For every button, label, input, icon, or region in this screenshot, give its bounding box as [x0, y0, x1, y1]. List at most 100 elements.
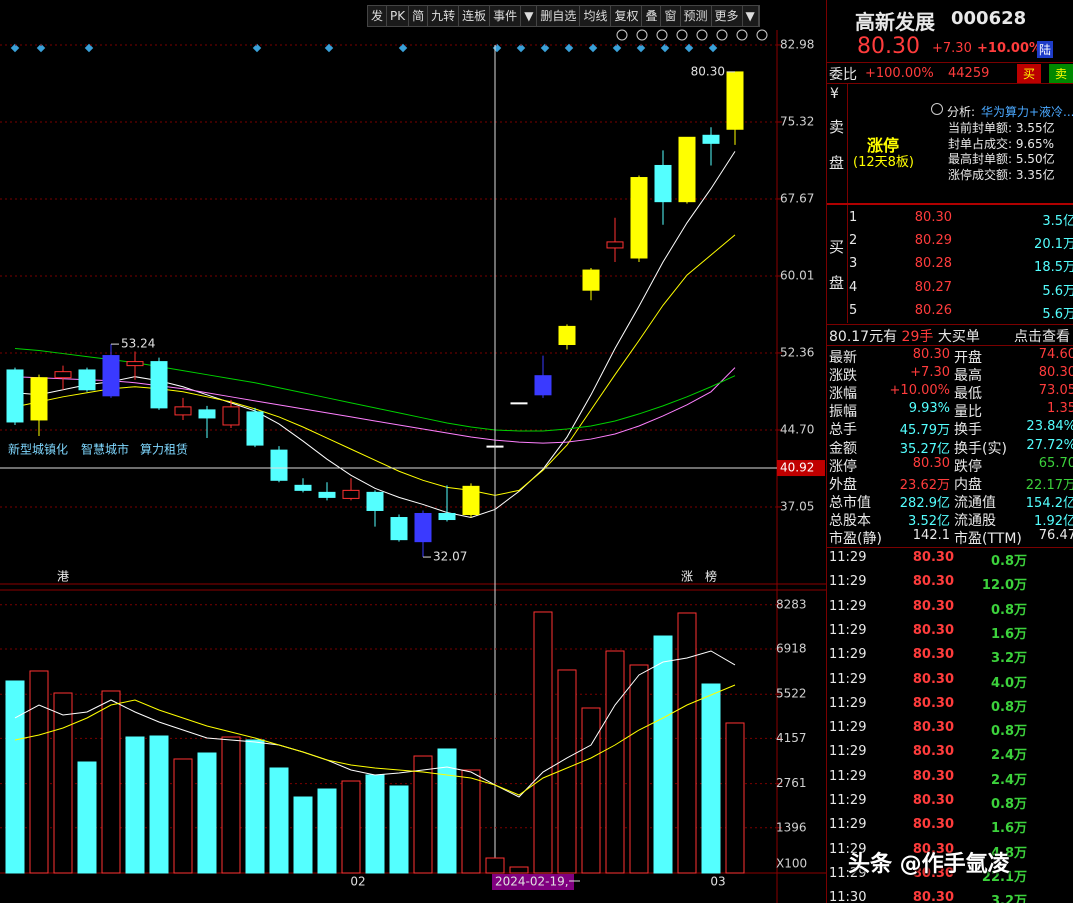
- toolbar-button[interactable]: 复权: [611, 6, 643, 26]
- icon[interactable]: [656, 29, 668, 41]
- stat-value: 65.70: [1038, 455, 1073, 471]
- stock-code: 000628: [951, 8, 1027, 29]
- unit-label: X100: [776, 857, 807, 871]
- toolbar-button[interactable]: ▼: [743, 6, 759, 26]
- trade-volume: 2.4万: [990, 772, 1027, 788]
- toolbar-button[interactable]: 均线: [580, 6, 612, 26]
- y-tick-label: 5522: [776, 687, 807, 701]
- cursor-value: 40.92: [780, 461, 814, 475]
- stat-value: +10.00%: [889, 383, 950, 399]
- icon[interactable]: [636, 29, 648, 41]
- stat-label: 流通股: [954, 512, 996, 529]
- level: 3: [849, 256, 858, 272]
- bid-price: 80.28: [914, 256, 952, 272]
- toolbar-button[interactable]: 九转: [428, 6, 460, 26]
- volume-bar: [29, 670, 49, 874]
- candle-body: [582, 269, 600, 291]
- volume-bar: [197, 752, 217, 874]
- volume-bar: [293, 796, 313, 874]
- candle-body: [126, 361, 144, 367]
- volume-bar: [269, 767, 289, 874]
- icon[interactable]: [676, 29, 688, 41]
- trade-time: 11:30: [829, 890, 867, 903]
- toolbar-button[interactable]: 事件: [490, 6, 522, 26]
- volume-bar: [341, 780, 361, 874]
- volume-bar: [149, 735, 169, 874]
- y-tick-label: 1396: [776, 820, 807, 834]
- stat-label: 总股本: [829, 512, 871, 529]
- stat-label: 市盈(TTM): [954, 531, 1022, 547]
- bid-volume: 18.5万: [1034, 260, 1073, 276]
- buy-button[interactable]: 买: [1017, 64, 1042, 83]
- trade-volume: 4.0万: [990, 675, 1027, 691]
- sell-button[interactable]: 卖: [1049, 64, 1073, 83]
- stat-value: 80.30: [1038, 365, 1073, 381]
- trade-volume: 22.1万: [981, 869, 1027, 885]
- volume-bar: [101, 690, 121, 874]
- stat-value: 80.30: [912, 455, 950, 471]
- candle-body: [438, 512, 456, 521]
- stat-value: 154.2亿: [1025, 495, 1073, 511]
- volume-bar: [653, 635, 673, 874]
- stat-value: 74.60: [1038, 347, 1073, 362]
- divider: [827, 203, 1073, 205]
- stat-value: 45.79万: [899, 423, 950, 439]
- toolbar-button[interactable]: 更多: [712, 6, 743, 26]
- toolbar-button[interactable]: 简: [409, 6, 429, 26]
- level: 1: [849, 210, 858, 225]
- volume-bar: [581, 707, 601, 874]
- volume-bar: [677, 612, 697, 874]
- trade-time: 11:29: [829, 671, 867, 687]
- candle-body: [726, 71, 744, 130]
- y-tick-label: 2761: [776, 776, 807, 790]
- level: 4: [849, 279, 858, 295]
- trade-price: 80.30: [912, 622, 954, 638]
- candle-body: [606, 241, 624, 249]
- big-order-link[interactable]: 点击查看: [1014, 329, 1070, 345]
- trade-volume: 0.8万: [990, 724, 1027, 740]
- candle-body: [318, 491, 336, 498]
- event-mark: 港: [57, 570, 69, 584]
- analysis[interactable]: 华为算力+液冷...: [981, 105, 1073, 119]
- watermark: 头条 @作手氩凌: [848, 852, 1010, 877]
- badge: 陆: [1037, 41, 1054, 58]
- candle-body: [222, 406, 240, 426]
- icon[interactable]: [716, 29, 728, 41]
- trade-price: 80.30: [912, 720, 954, 736]
- ma-line: [14, 234, 736, 496]
- icon[interactable]: [616, 29, 628, 41]
- toolbar-button[interactable]: 连板: [459, 6, 491, 26]
- divider: [847, 205, 848, 323]
- ma-line: [14, 151, 736, 519]
- icon[interactable]: [696, 29, 708, 41]
- volume-bar: [365, 774, 385, 874]
- stat-label: 外盘: [829, 476, 857, 493]
- bid-volume: 5.6万: [1042, 306, 1073, 322]
- stat-label: 市盈(静): [829, 531, 882, 547]
- volume-bar: [221, 736, 241, 874]
- toolbar-button[interactable]: PK: [387, 6, 410, 26]
- trade-volume: 4.8万: [990, 845, 1027, 861]
- toolbar-button[interactable]: ▼: [521, 6, 538, 26]
- icon[interactable]: [756, 29, 768, 41]
- seal-info: 封单占成交: 9.65%: [948, 136, 1054, 151]
- toolbar-button[interactable]: 预测: [681, 6, 712, 26]
- trade-time: 11:29: [829, 865, 867, 881]
- icon[interactable]: [736, 29, 748, 41]
- stat-label: 最新: [829, 350, 857, 366]
- trade-time: 11:29: [829, 695, 867, 711]
- big-order: 80.17元有 29手 大买单: [829, 326, 980, 346]
- toolbar-button[interactable]: 叠: [642, 6, 662, 26]
- trade-time: 11:29: [829, 598, 867, 614]
- trade-time: 11:29: [829, 817, 867, 833]
- stat-label: 涨跌: [829, 368, 857, 385]
- trade-volume: 3.2万: [990, 894, 1027, 903]
- y-tick-label: 8283: [776, 597, 807, 611]
- weibi-label: 委比: [829, 67, 857, 83]
- toolbar-button[interactable]: 发: [368, 6, 388, 26]
- toolbar-button[interactable]: 窗: [661, 6, 681, 26]
- toolbar-button[interactable]: 删自选: [537, 6, 581, 26]
- quote-panel: 高新发展 000628 80.30 +7.30 +10.00% 陆 委比 +10…: [826, 0, 1073, 903]
- stat-value: 73.05: [1038, 383, 1073, 399]
